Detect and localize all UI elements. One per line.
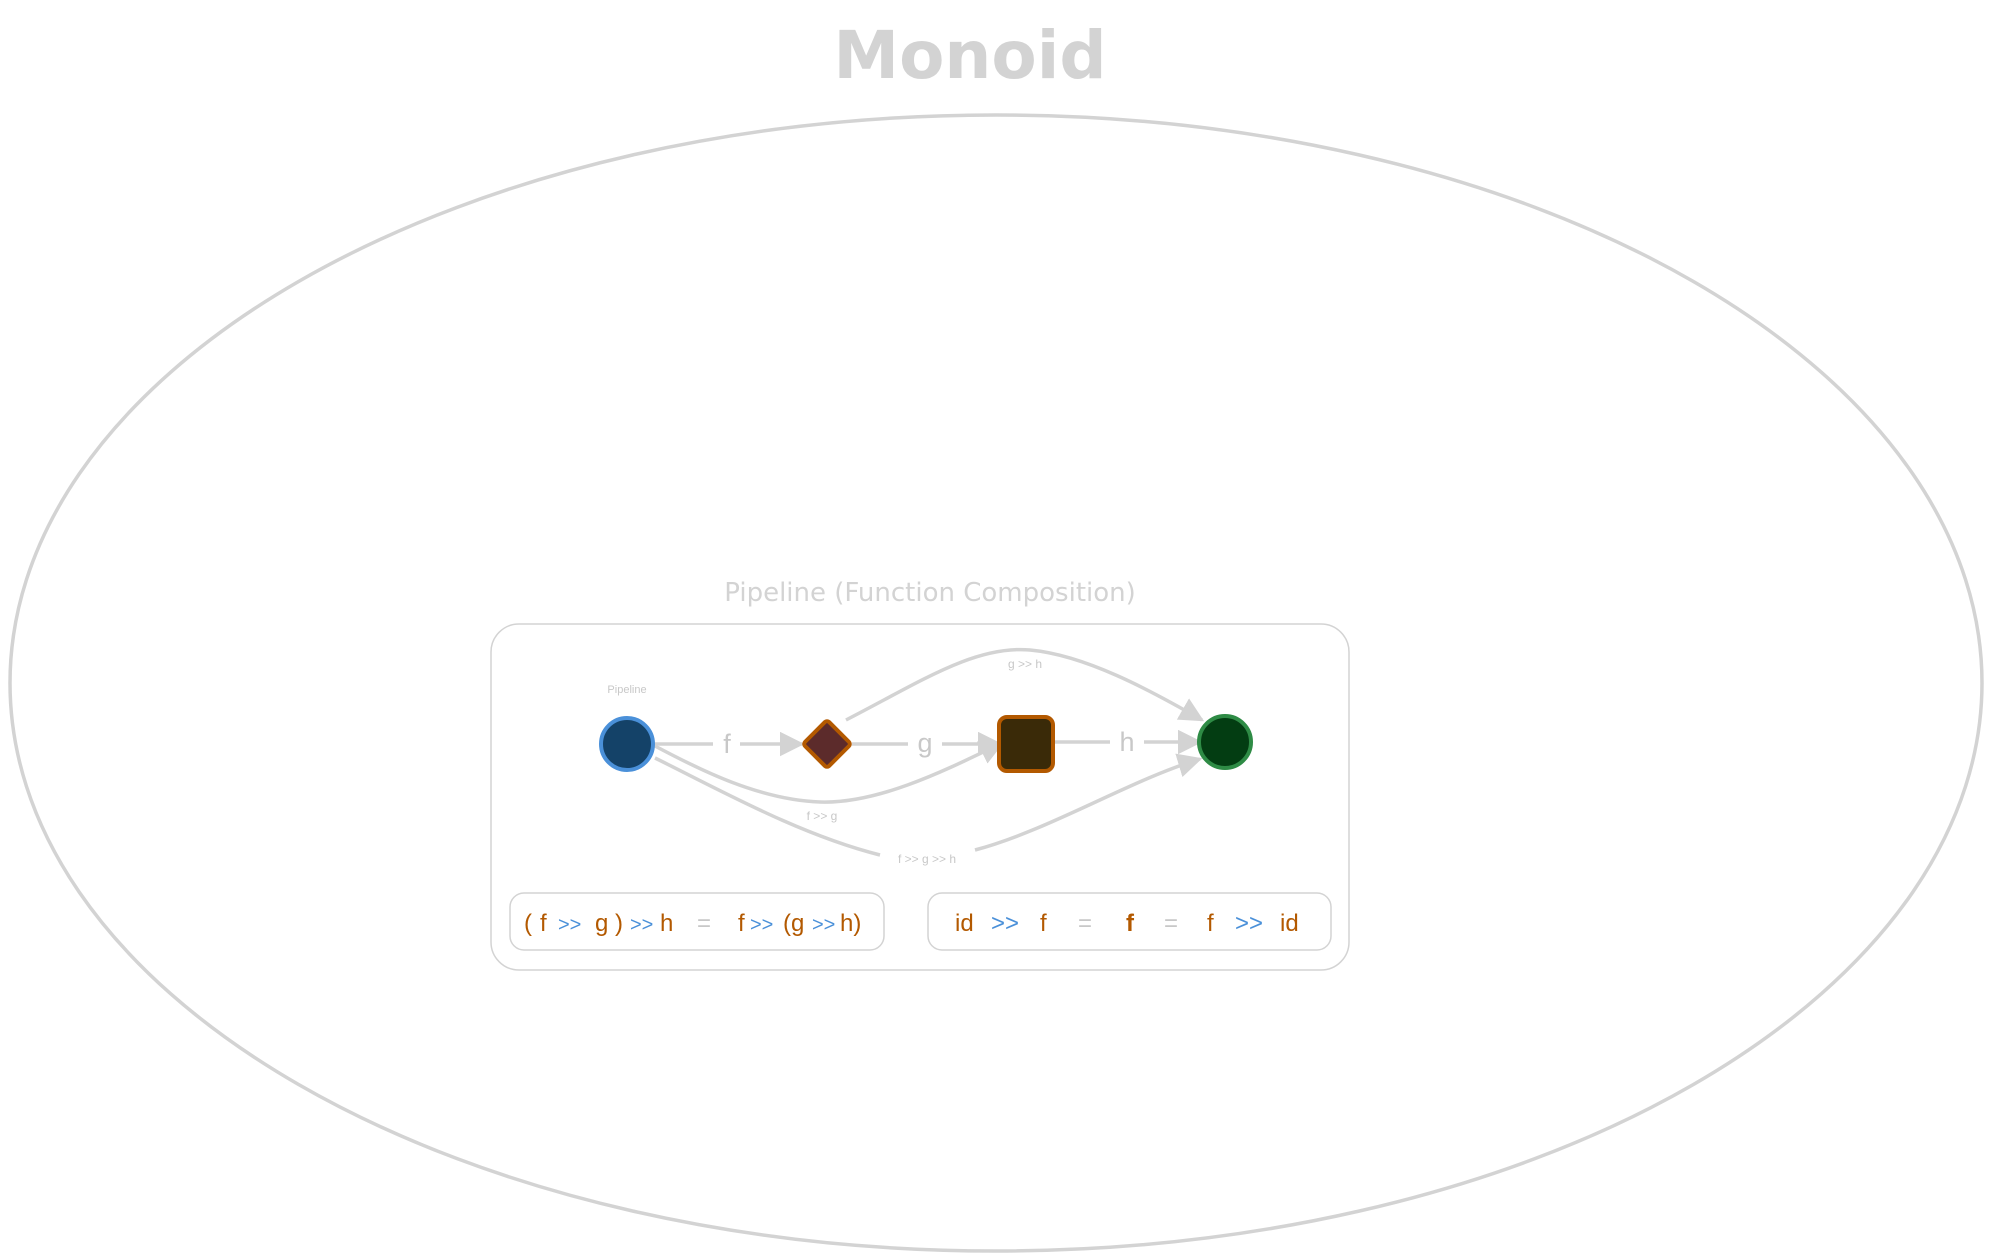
assoc-lparen: ( (524, 910, 532, 937)
edge-label-f: f (723, 729, 731, 759)
assoc-rparen: ) (615, 910, 623, 937)
assoc-h: h (660, 910, 673, 937)
assoc-lparen2: (g (783, 910, 804, 937)
edges (654, 647, 1205, 857)
edge-f-g-h (654, 756, 881, 857)
ident-eq1: = (1078, 910, 1092, 937)
edge-label-g-h: g >> h (1008, 657, 1042, 671)
assoc-op1: >> (558, 914, 581, 936)
assoc-op4: >> (812, 914, 835, 936)
associativity-law-box (509, 892, 885, 951)
node-mid2-square (997, 715, 1055, 773)
monoid-boundary (8, 113, 1984, 1253)
ident-f2: f (1207, 910, 1214, 937)
edge-label-f-g-h: f >> g >> h (898, 852, 956, 866)
diagram-title: Monoid (833, 17, 1106, 94)
ident-op1: >> (991, 910, 1019, 937)
assoc-f: f (540, 910, 547, 937)
ident-eq2: = (1164, 910, 1178, 937)
edge-f-g (654, 741, 1005, 804)
ident-f-mid: f (1126, 910, 1135, 937)
node-end (1197, 714, 1253, 770)
edge-label-g: g (917, 728, 932, 758)
ident-op2: >> (1235, 910, 1263, 937)
node-start (599, 716, 655, 772)
panel-title: Pipeline (Function Composition) (724, 578, 1136, 608)
edge-label-h: h (1119, 727, 1134, 757)
edge-f-g-h-head (974, 753, 1203, 852)
assoc-op2: >> (630, 914, 653, 936)
edge-g-h (845, 647, 1205, 722)
ident-id1: id (955, 910, 974, 937)
identity-law: id >> f = f = f >> id (955, 910, 1299, 937)
ident-id2: id (1280, 910, 1299, 937)
assoc-eq: = (697, 910, 711, 937)
assoc-f2: f (738, 910, 745, 937)
node-caption: Pipeline (607, 684, 646, 696)
edge-label-f-g: f >> g (807, 809, 838, 823)
assoc-op3: >> (750, 914, 773, 936)
pipeline-panel (490, 623, 1350, 971)
identity-law-box (927, 892, 1332, 951)
ident-f1: f (1040, 910, 1047, 937)
assoc-h2: h) (840, 910, 861, 937)
node-mid1-diamond (802, 719, 852, 769)
assoc-g: g (595, 910, 608, 937)
associativity-law: ( f >> g ) >> h = f >> (g >> h) (524, 910, 861, 937)
